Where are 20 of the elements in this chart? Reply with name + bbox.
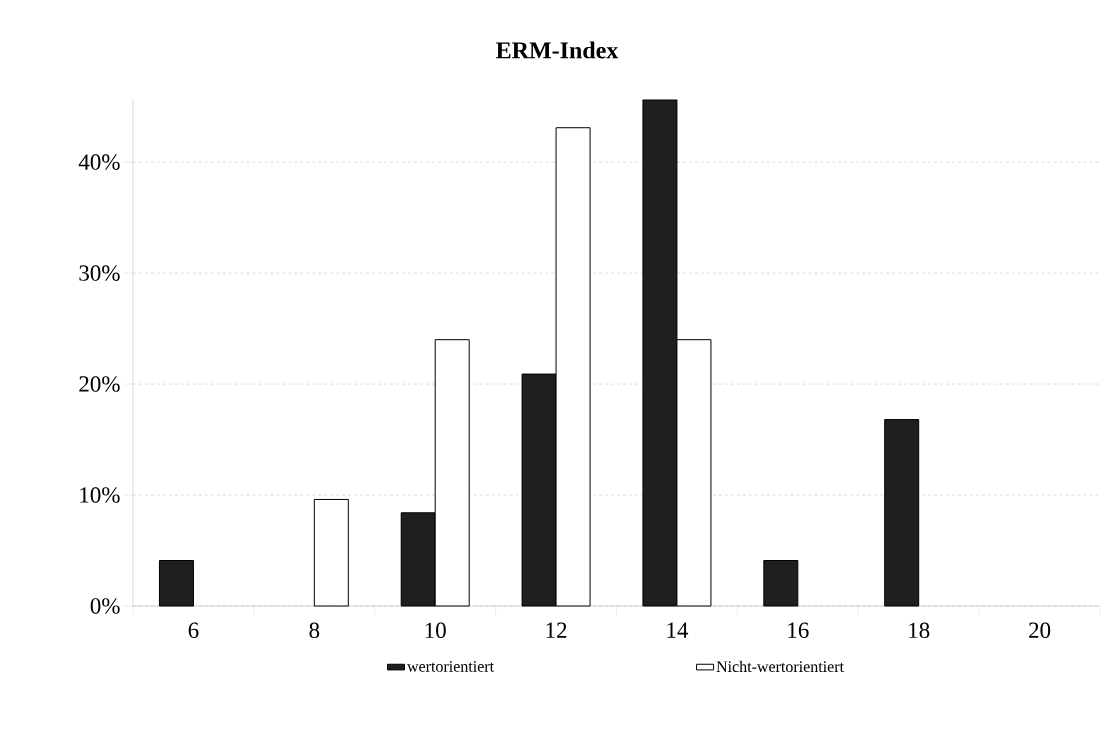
y-tick-label: 0% xyxy=(90,598,120,614)
y-tick-label: 30% xyxy=(79,265,120,281)
bar xyxy=(884,419,920,607)
x-tick-label: 6 xyxy=(188,622,199,638)
x-tick-label: 10 xyxy=(425,622,446,639)
x-tick-label: 20 xyxy=(1029,622,1051,639)
chart-title: ERM-Index xyxy=(496,41,619,59)
legend-label: Nicht-wertorientiert xyxy=(716,660,844,673)
y-tick-label: 20% xyxy=(79,376,120,392)
y-tick-label: 40% xyxy=(78,154,120,170)
x-tick-label: 16 xyxy=(788,622,809,638)
bar xyxy=(158,560,194,607)
bar xyxy=(313,498,349,607)
x-tick-label: 12 xyxy=(546,622,567,638)
x-tick-label: 14 xyxy=(667,622,689,638)
bar xyxy=(763,560,799,607)
x-tick-label: 18 xyxy=(909,622,930,639)
x-tick-label: 8 xyxy=(309,622,320,639)
legend-label: wertorientiert xyxy=(407,661,494,672)
y-tick-label: 10% xyxy=(80,487,120,503)
